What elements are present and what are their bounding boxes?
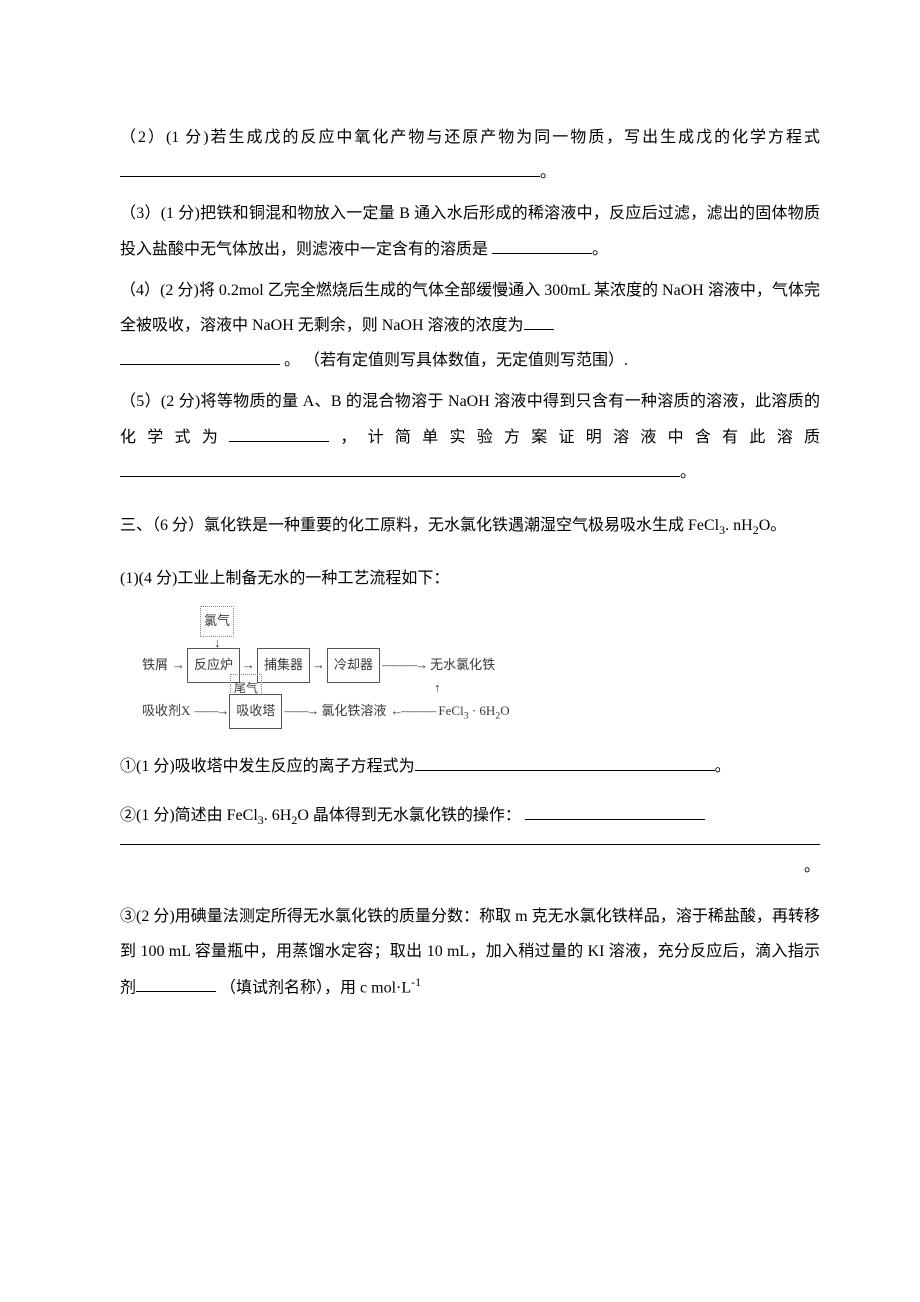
- s3-text-b: . nH: [725, 517, 753, 534]
- question-3: （3）(1 分)把铁和铜混和物放入一定量 B 通入水后形成的稀溶液中，反应后过滤…: [120, 196, 820, 266]
- formula-part: · 6H: [469, 703, 496, 718]
- q3-text: （3）(1 分)把铁和铜混和物放入一定量 B 通入水后形成的稀溶液中，反应后过滤…: [120, 205, 820, 257]
- s3-sub1-intro: (1)(4 分)工业上制备无水的一种工艺流程如下：: [120, 561, 820, 596]
- s3-sub1-3: ③(2 分)用碘量法测定所得无水氯化铁的质量分数：称取 m 克无水氯化铁样品，溶…: [120, 899, 820, 1006]
- s3-text-a: 三、（6 分）氯化铁是一种重要的化工原料，无水氯化铁遇潮湿空气极易吸水生成 Fe…: [120, 517, 719, 534]
- formula-part: FeCl: [438, 703, 463, 718]
- q4-blank: [120, 348, 280, 365]
- s3-sub1-2-text-a: ②(1 分)简述由 FeCl: [120, 807, 258, 824]
- s3-sub1-3-blank: [136, 975, 216, 992]
- s3-sub1-3-text-b: （填试剂名称），用 c mol·L: [220, 979, 411, 996]
- dg-collector-box: 捕集器: [257, 648, 310, 683]
- s3-sub1-1: ①(1 分)吸收塔中发生反应的离子方程式为。: [120, 749, 820, 784]
- q5-blank-2: [120, 460, 680, 477]
- dg-cooler-box: 冷却器: [327, 648, 380, 683]
- dg-absorbx-label: 吸收剂X: [140, 697, 192, 726]
- dg-row-top: 氯气: [140, 607, 570, 637]
- dg-fecl3sol-label: 氯化铁溶液: [319, 697, 388, 726]
- long-right-arrow-icon: ——→: [282, 697, 319, 726]
- dg-row-bottom: 吸收剂X ——→ 吸收塔 ——→ 氯化铁溶液 ←——— FeCl3 · 6H2O: [140, 697, 570, 727]
- sup-neg1: -1: [411, 975, 421, 989]
- process-flow-diagram: 氯气 ↓ 铁屑 → 反应炉 → 捕集器 → 冷却器 ———→ 无水氯化铁 尾气 …: [140, 607, 570, 727]
- s3-sub1-2-blank-inline: [525, 803, 705, 820]
- s3-text-c: O。: [759, 517, 787, 534]
- q5-text-b: ，计简单实验方案证明溶液中含有此溶质: [329, 429, 820, 446]
- question-4: （4）(2 分)将 0.2mol 乙完全燃烧后生成的气体全部缓慢通入 300mL…: [120, 273, 820, 379]
- dg-abstower-box: 吸收塔: [229, 694, 282, 729]
- q2-blank: [120, 160, 540, 177]
- s3-sub1-2: ②(1 分)简述由 FeCl3. 6H2O 晶体得到无水氯化铁的操作：: [120, 798, 820, 834]
- s3-sub1-2-text-b: . 6H: [264, 807, 292, 824]
- long-right-arrow-icon: ———→: [380, 651, 428, 680]
- q4-text-a: （4）(2 分)将 0.2mol 乙完全燃烧后生成的气体全部缓慢通入 300mL…: [120, 282, 820, 334]
- right-arrow-icon: →: [170, 651, 187, 680]
- right-arrow-icon: →: [310, 651, 327, 680]
- s3-sub1-2-period: 。: [120, 849, 820, 884]
- q4-blank-inline: [524, 313, 554, 330]
- s3-sub1-2-blank-line: [120, 843, 820, 845]
- q4-text-b: 。 （若有定值则写具体数值，无定值则写范围）.: [284, 352, 628, 369]
- s3-sub1-2-text-c: O 晶体得到无水氯化铁的操作：: [297, 807, 521, 824]
- s3-sub1-1-text: ①(1 分)吸收塔中发生反应的离子方程式为: [120, 758, 415, 775]
- question-2: （2）(1 分)若生成戊的反应中氧化产物与还原产物为同一物质，写出生成戊的化学方…: [120, 120, 820, 190]
- q3-blank: [492, 237, 592, 254]
- formula-part: O: [500, 703, 509, 718]
- section-3-heading: 三、（6 分）氯化铁是一种重要的化工原料，无水氯化铁遇潮湿空气极易吸水生成 Fe…: [120, 508, 820, 544]
- long-right-arrow-icon: ——→: [192, 697, 229, 726]
- q5-blank-1: [229, 425, 329, 442]
- question-5: （5）(2 分)将等物质的量 A、B 的混合物溶于 NaOH 溶液中得到只含有一…: [120, 384, 820, 490]
- s3-sub1-1-blank: [415, 754, 715, 771]
- dg-row-main: 铁屑 → 反应炉 → 捕集器 → 冷却器 ———→ 无水氯化铁: [140, 651, 570, 681]
- q2-text: （2）(1 分)若生成戊的反应中氧化产物与还原产物为同一物质，写出生成戊的化学方…: [120, 129, 820, 146]
- dg-iron-label: 铁屑: [140, 651, 170, 680]
- dg-fecl3-6h2o-label: FeCl3 · 6H2O: [436, 697, 511, 727]
- exam-page: （2）(1 分)若生成戊的反应中氧化产物与还原产物为同一物质，写出生成戊的化学方…: [0, 0, 920, 1071]
- long-left-arrow-icon: ←———: [388, 697, 436, 726]
- s3-sub1-intro-text: (1)(4 分)工业上制备无水的一种工艺流程如下：: [120, 570, 449, 587]
- dg-row-tail: 尾气 ↑: [140, 681, 570, 697]
